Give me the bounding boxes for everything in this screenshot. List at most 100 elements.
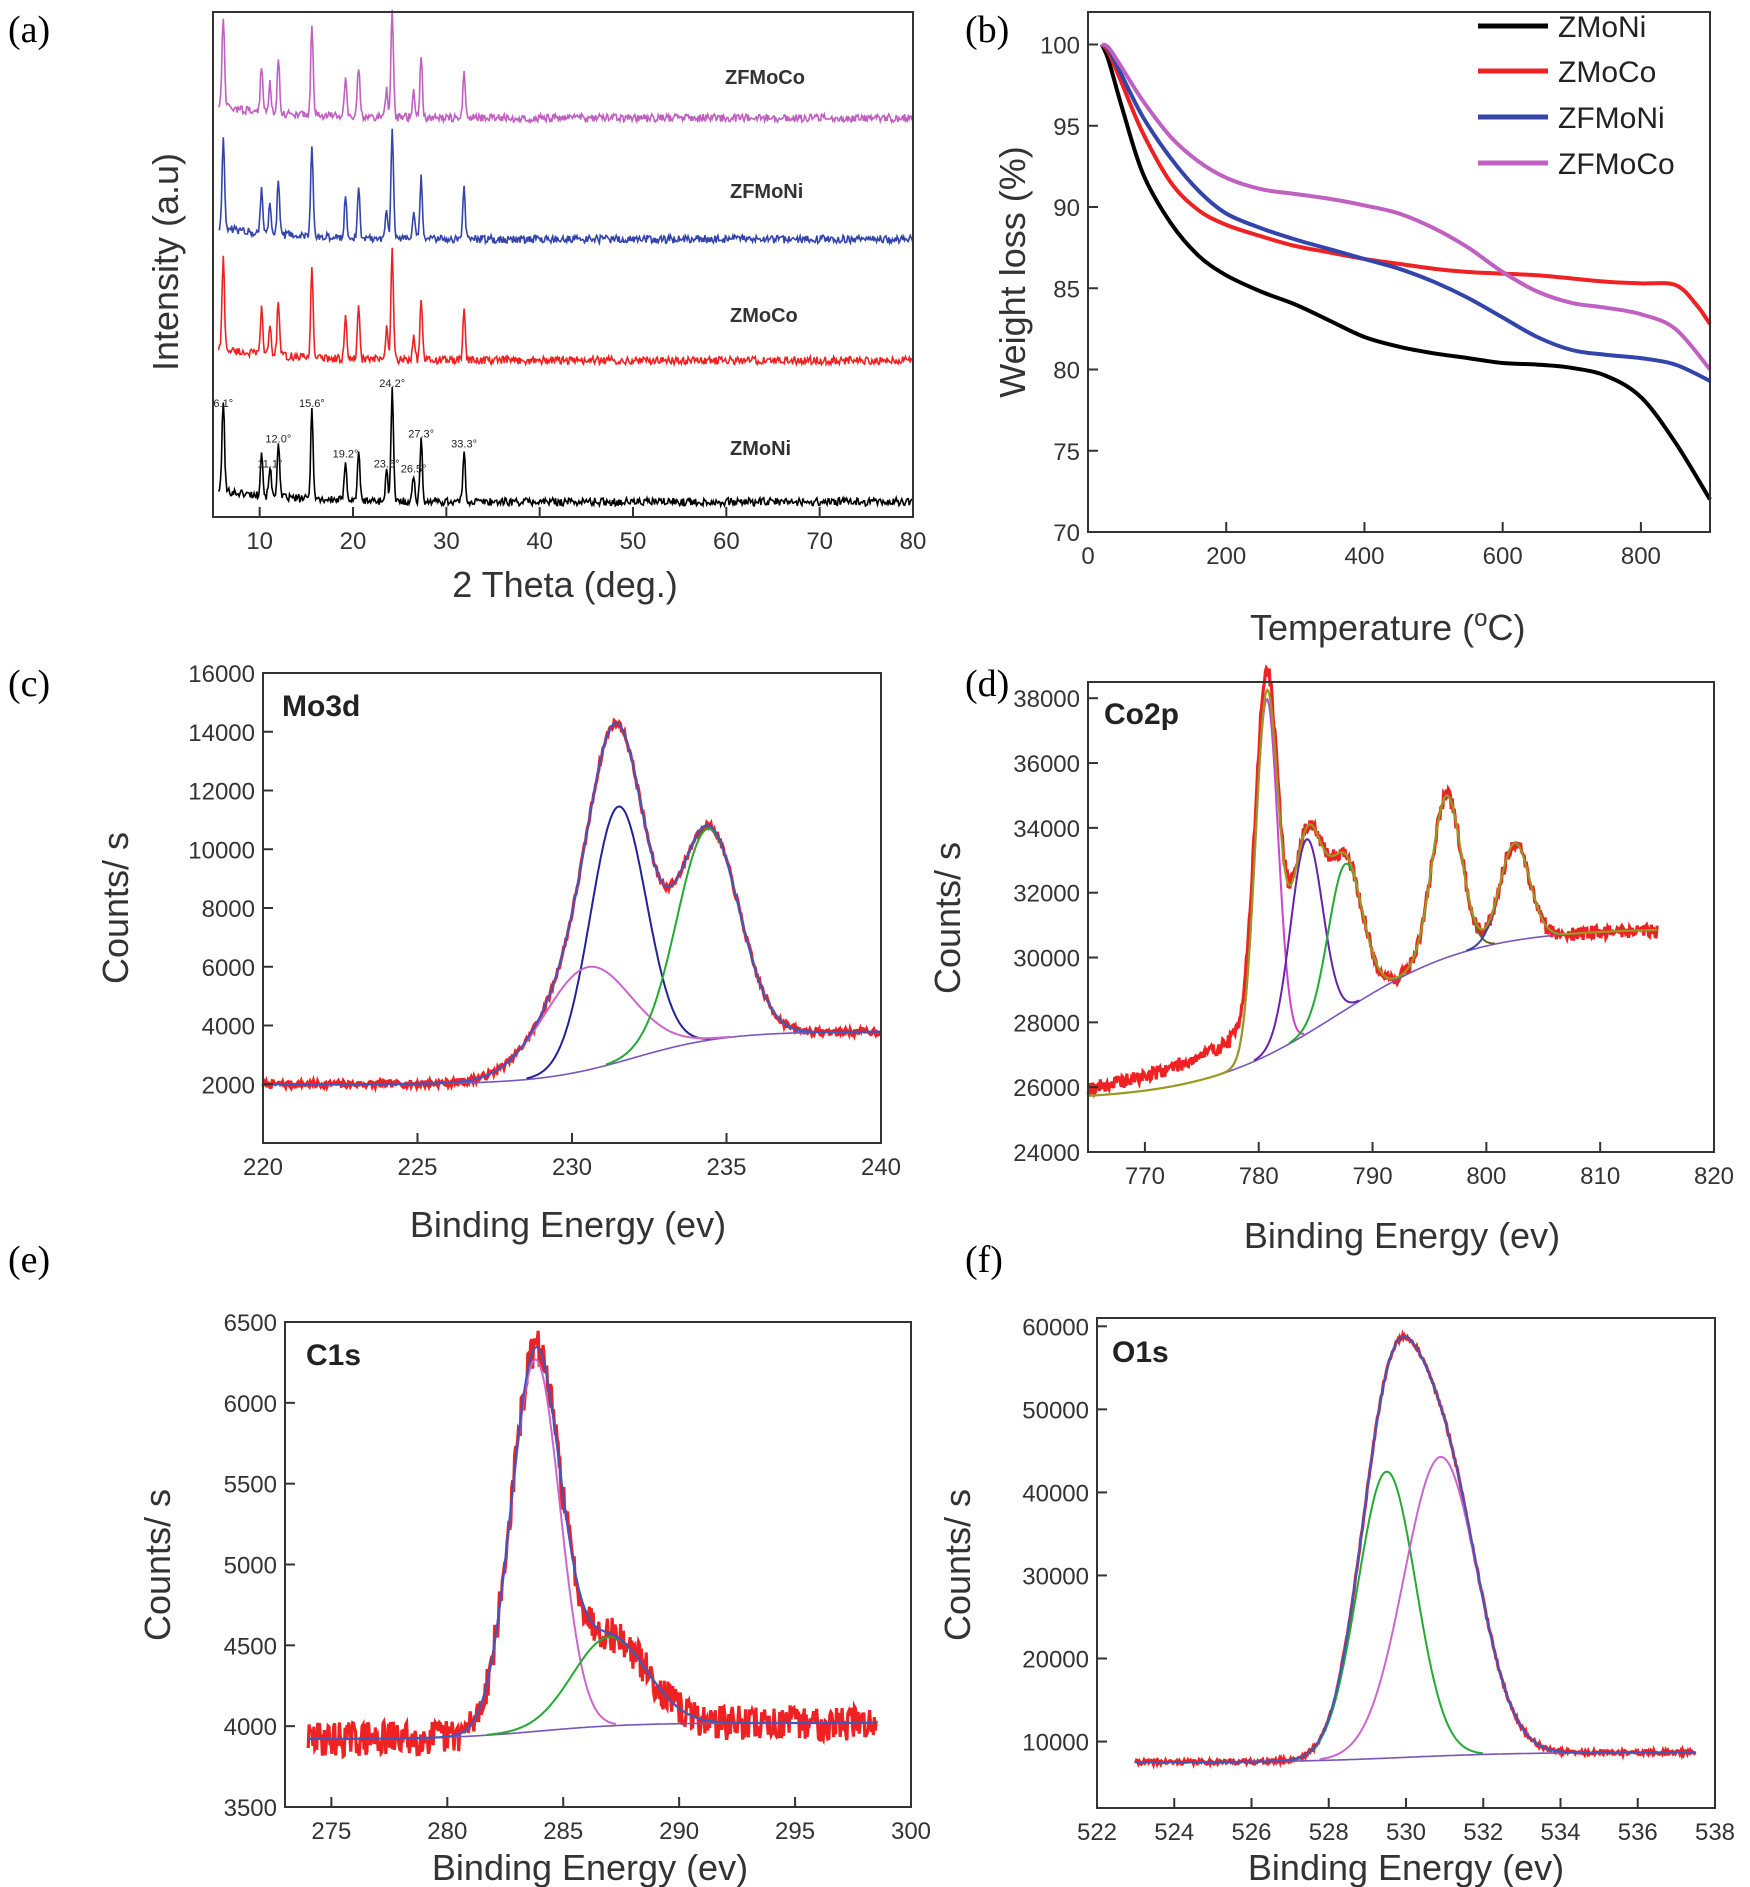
panel-c-y-label: Counts/ s	[95, 832, 136, 984]
panel-a-x-tick-label: 30	[433, 528, 460, 555]
panel-b-x-tick-label: 0	[1081, 543, 1094, 570]
panel-b-y-label: Weight loss (%)	[992, 146, 1033, 397]
panel-b-x-label: Temperature (oC)	[1250, 605, 1525, 648]
panel-d: (d) 770 780 790 800 810 820 24000 26000 28000 300…	[927, 663, 1734, 1256]
panel-c-y-tick-label: 14000	[188, 720, 255, 747]
panel-e-y-label: Counts/ s	[137, 1489, 178, 1641]
panel-f-y-tick-label: 60000	[1022, 1314, 1089, 1341]
panel-f-y-tick-label: 30000	[1022, 1563, 1089, 1590]
panel-d-x-tick-label: 820	[1694, 1163, 1734, 1190]
trace-label-zmoco: ZMoCo	[730, 305, 798, 327]
tga-curve-zmoco	[1100, 43, 1712, 326]
panel-e-x-tick-label: 275	[311, 1818, 351, 1845]
panel-a-x-label: 2 Theta (deg.)	[452, 564, 677, 605]
panel-c-label: (c)	[8, 663, 50, 705]
xrd-peak-label: 6.1°	[213, 398, 233, 410]
xrd-peak-labels: 6.1° 11.1° 12.0° 15.6° 19.2° 23.6° 24.2° 26.5° 2…	[213, 378, 477, 476]
tga-curve-zmoni	[1099, 43, 1712, 501]
fit-envelope	[1135, 1335, 1696, 1764]
panel-a-x-tick-label: 40	[526, 528, 553, 555]
panel-c-y-tick-label: 10000	[188, 837, 255, 864]
panel-f-x-tick-label: 532	[1463, 1819, 1503, 1846]
panel-b-frame	[1087, 11, 1711, 533]
panel-d-y-label: Counts/ s	[927, 842, 968, 994]
panel-c-y-tick-label: 2000	[202, 1072, 255, 1099]
panel-e-x-tick-label: 295	[775, 1818, 815, 1845]
panel-a-x-ticks: 10 20 30 40 50 60 70 80	[246, 507, 926, 555]
xrd-peak-label: 23.6°	[374, 459, 400, 471]
panel-d-x-label: Binding Energy (ev)	[1244, 1215, 1560, 1256]
panel-f-label: (f)	[965, 1239, 1003, 1281]
panel-a: (a) 6.1° 11.1° 12.0° 15.6° 19.2° 23.6° 24.2° 26…	[8, 9, 926, 605]
fit-component	[1319, 1455, 1563, 1761]
xrd-peak-label: 11.1°	[257, 459, 282, 471]
panel-c-y-tick-label: 6000	[202, 955, 255, 982]
panel-d-x-tick-label: 770	[1125, 1163, 1165, 1190]
panel-c-y-tick-label: 12000	[188, 779, 255, 806]
panel-e-x-label: Binding Energy (ev)	[432, 1847, 748, 1887]
panel-a-label: (a)	[8, 9, 50, 51]
raw-spectrum	[306, 1330, 878, 1760]
xrd-trace-zmoco	[217, 247, 914, 368]
background-line	[263, 1030, 881, 1085]
panel-d-y-tick-label: 38000	[1013, 686, 1080, 713]
panel-e-label: (e)	[8, 1239, 50, 1281]
panel-b-y-tick-label: 100	[1040, 33, 1080, 60]
panel-b-ticks: 0 200 400 600 800 70 75 80 85 90 95 100	[1040, 33, 1661, 571]
panel-c-inner-title: Mo3d	[282, 690, 360, 723]
xrd-trace-zfmoco	[217, 9, 914, 125]
panel-f-x-tick-label: 528	[1309, 1819, 1349, 1846]
panel-e-y-tick-label: 4500	[224, 1633, 277, 1660]
panel-d-inner-title: Co2p	[1104, 698, 1179, 731]
panel-d-x-tick-label: 780	[1239, 1163, 1279, 1190]
panel-f-x-tick-label: 526	[1231, 1819, 1271, 1846]
panel-d-frame	[1087, 681, 1715, 1153]
panel-e-y-tick-label: 6000	[224, 1391, 277, 1418]
fit-component	[487, 1635, 733, 1736]
tga-curve-zfmoco	[1101, 42, 1712, 371]
panel-f-x-label: Binding Energy (ev)	[1248, 1847, 1564, 1887]
panel-b-x-label-main: Temperature (	[1250, 607, 1474, 648]
panel-f-y-tick-label: 10000	[1022, 1730, 1089, 1757]
panel-a-y-label: Intensity (a.u)	[145, 153, 186, 371]
panel-c-x-tick-label: 220	[243, 1154, 283, 1181]
panel-d-ticks: 770 780 790 800 810 820 24000 26000 28000 30000 32…	[1013, 686, 1734, 1190]
panel-b-y-tick-label: 85	[1053, 276, 1080, 303]
panel-f-ticks: 522 524 526 528 530 532 534 536 538 10000 20000 300…	[1022, 1314, 1735, 1846]
panel-e-x-tick-label: 280	[427, 1818, 467, 1845]
panel-c-x-tick-label: 230	[552, 1154, 592, 1181]
panel-c-ticks: 220 225 230 235 240 2000 4000 6000 8000 10000 1200…	[188, 661, 901, 1181]
xps-mo3d-plot	[261, 717, 883, 1094]
xrd-peak-label: 26.5°	[401, 464, 427, 476]
fit-component	[526, 805, 710, 1080]
fit-envelope	[1087, 688, 1658, 1097]
panel-e-ticks: 275 280 285 290 295 300 3500 4000 4500 5000 5500 60…	[224, 1310, 931, 1845]
panel-b-x-tick-label: 400	[1344, 543, 1384, 570]
panel-e-y-tick-label: 3500	[224, 1795, 277, 1822]
trace-label-zfmoni: ZFMoNi	[730, 181, 803, 203]
fit-component	[1397, 794, 1496, 979]
panel-c-y-tick-label: 16000	[188, 661, 255, 688]
xrd-peak-label: 12.0°	[265, 433, 291, 445]
panel-f-y-label: Counts/ s	[937, 1489, 978, 1641]
fit-component	[1288, 862, 1403, 1045]
panel-e-y-tick-label: 4000	[224, 1714, 277, 1741]
legend-label-zmoni: ZMoNi	[1558, 11, 1646, 44]
legend: ZMoNi ZMoCo ZFMoNi ZFMoCo	[1478, 11, 1675, 181]
panel-b-x-tick-label: 600	[1483, 543, 1523, 570]
panel-d-y-tick-label: 30000	[1013, 946, 1080, 973]
panel-e-x-tick-label: 290	[659, 1818, 699, 1845]
panel-d-y-tick-label: 26000	[1013, 1075, 1080, 1102]
panel-b-y-tick-label: 90	[1053, 195, 1080, 222]
xps-o1s-plot	[1134, 1329, 1697, 1770]
raw-spectrum	[1134, 1329, 1697, 1770]
panel-f-y-tick-label: 50000	[1022, 1397, 1089, 1424]
panel-b: (b) 0 200 400 600 800 70 75 80 85 90 95 100 ZMoNi Z…	[965, 9, 1712, 648]
xrd-peak-label: 19.2°	[333, 448, 359, 460]
xrd-peak-label: 24.2°	[379, 378, 405, 390]
panel-a-frame	[212, 11, 914, 518]
panel-e-x-tick-label: 285	[543, 1818, 583, 1845]
legend-label-zmoco: ZMoCo	[1558, 56, 1656, 89]
panel-e-y-tick-label: 5000	[224, 1553, 277, 1580]
